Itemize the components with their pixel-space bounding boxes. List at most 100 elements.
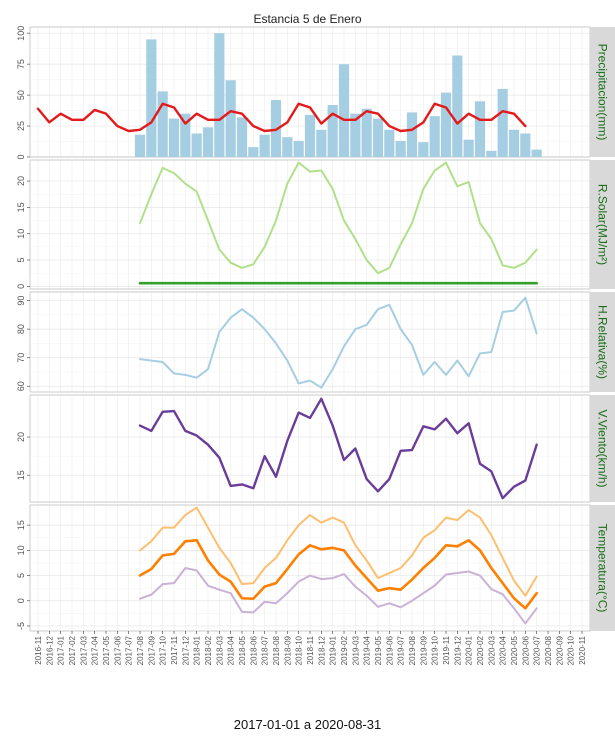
y-tick-label: 10 bbox=[16, 545, 26, 555]
bar bbox=[236, 117, 248, 157]
bar bbox=[214, 33, 225, 157]
facet-strip bbox=[590, 292, 615, 392]
bar bbox=[418, 142, 429, 157]
x-tick-label: 2018-06 bbox=[249, 635, 258, 665]
y-tick-label: 15 bbox=[16, 202, 26, 212]
facet-label: V.Viento(km/h) bbox=[596, 409, 610, 487]
series-line bbox=[138, 538, 538, 610]
y-tick-label: 15 bbox=[16, 520, 26, 530]
y-tick-label: 20 bbox=[16, 176, 26, 186]
x-tick-label: 2020-03 bbox=[487, 635, 496, 665]
y-tick-label: 0 bbox=[16, 598, 26, 603]
facet-label: Temperatura(°C) bbox=[596, 524, 610, 613]
x-tick-label: 2020-09 bbox=[555, 635, 564, 665]
bar bbox=[327, 105, 338, 157]
y-tick-label: 75 bbox=[16, 59, 26, 69]
x-tick-label: 2018-04 bbox=[227, 635, 236, 665]
x-tick-label: 2016-12 bbox=[45, 635, 54, 665]
x-tick-label: 2019-02 bbox=[340, 635, 349, 665]
x-tick-label: 2019-04 bbox=[363, 635, 372, 665]
y-tick-label: 25 bbox=[16, 121, 26, 131]
x-tick-label: 2017-10 bbox=[159, 635, 168, 665]
x-tick-label: 2018-03 bbox=[215, 635, 224, 665]
bar bbox=[293, 140, 304, 157]
x-tick-label: 2018-05 bbox=[238, 635, 247, 665]
bar bbox=[168, 118, 180, 157]
bar bbox=[191, 133, 202, 157]
x-tick-label: 2020-01 bbox=[465, 635, 474, 665]
x-tick-label: 2018-07 bbox=[261, 635, 270, 665]
facet-strip bbox=[590, 395, 615, 502]
y-tick-label: 0 bbox=[16, 154, 26, 159]
series-line bbox=[139, 161, 538, 275]
bar bbox=[202, 127, 214, 157]
x-tick-label: 2019-05 bbox=[374, 635, 383, 665]
x-tick-label: 2017-12 bbox=[181, 635, 190, 665]
x-tick-label: 2019-07 bbox=[397, 635, 406, 665]
bar bbox=[497, 88, 508, 157]
x-tick-label: 2016-11 bbox=[34, 635, 43, 664]
bar bbox=[316, 129, 327, 157]
y-tick-label: 20 bbox=[16, 432, 26, 442]
y-tick-label: 15 bbox=[16, 470, 26, 480]
x-axis-title: 2017-01-01 a 2020-08-31 bbox=[233, 717, 382, 732]
y-tick-label: 80 bbox=[16, 324, 26, 334]
bar bbox=[259, 134, 270, 157]
facet-strip bbox=[590, 27, 615, 157]
x-tick-label: 2018-01 bbox=[193, 635, 202, 665]
x-tick-label: 2020-07 bbox=[533, 635, 542, 665]
bar bbox=[338, 64, 350, 157]
bar bbox=[350, 113, 361, 157]
y-tick-label: 5 bbox=[16, 573, 26, 578]
x-tick-label: 2017-01 bbox=[57, 635, 66, 665]
bar bbox=[146, 39, 157, 157]
bar bbox=[486, 150, 497, 157]
x-tick-label: 2017-08 bbox=[136, 635, 145, 665]
x-tick-label: 2020-06 bbox=[521, 635, 530, 665]
x-tick-label: 2020-02 bbox=[476, 635, 485, 665]
x-tick-label: 2020-08 bbox=[544, 635, 553, 665]
series-line bbox=[139, 506, 538, 597]
x-tick-label: 2017-03 bbox=[79, 635, 88, 665]
facet-label: R.Solar(MJ/m²) bbox=[596, 184, 610, 265]
y-tick-label: 10 bbox=[16, 229, 26, 239]
y-tick-label: 60 bbox=[16, 381, 26, 391]
x-tick-label: 2019-09 bbox=[419, 635, 428, 665]
x-tick-label: 2019-10 bbox=[431, 635, 440, 665]
bar bbox=[395, 140, 406, 157]
x-tick-label: 2017-05 bbox=[102, 635, 111, 665]
facet-strip bbox=[590, 505, 615, 631]
y-tick-label: 5 bbox=[16, 258, 26, 263]
x-tick-label: 2018-12 bbox=[317, 635, 326, 665]
y-tick-label: -5 bbox=[16, 622, 26, 630]
x-tick-label: 2017-11 bbox=[170, 635, 179, 664]
bar bbox=[361, 108, 372, 157]
bar bbox=[452, 55, 463, 157]
bar bbox=[248, 147, 259, 157]
x-tick-label: 2020-11 bbox=[578, 635, 587, 664]
y-tick-label: 100 bbox=[16, 26, 26, 41]
x-axis: 2016-11 2016-12 2017-01 2017-02 2017-03 2017-… bbox=[34, 631, 587, 665]
x-tick-label: 2017-02 bbox=[68, 635, 77, 665]
panel-2: 60 70 80 90 H.Relativa(%) bbox=[16, 291, 615, 393]
facet-label: Precipitacion(mm) bbox=[596, 44, 610, 141]
x-tick-label: 2020-04 bbox=[499, 635, 508, 665]
panel-1: 0 5 10 15 20 R.Solar(MJ/m²) bbox=[16, 159, 615, 290]
x-tick-label: 2019-06 bbox=[385, 635, 394, 665]
bar bbox=[531, 149, 542, 157]
series-line bbox=[138, 397, 538, 500]
bar bbox=[429, 116, 440, 157]
bar bbox=[474, 101, 486, 157]
bar bbox=[157, 91, 168, 157]
bar bbox=[304, 114, 316, 157]
bar bbox=[282, 137, 293, 157]
x-tick-label: 2017-06 bbox=[113, 635, 122, 665]
bar bbox=[180, 113, 191, 157]
y-tick-label: 90 bbox=[16, 296, 26, 306]
panel-3: 15 20 V.Viento(km/h) bbox=[16, 394, 615, 503]
bar bbox=[384, 129, 395, 157]
bar bbox=[372, 118, 384, 157]
x-tick-label: 2019-12 bbox=[453, 635, 462, 665]
x-tick-label: 2019-08 bbox=[408, 635, 417, 665]
